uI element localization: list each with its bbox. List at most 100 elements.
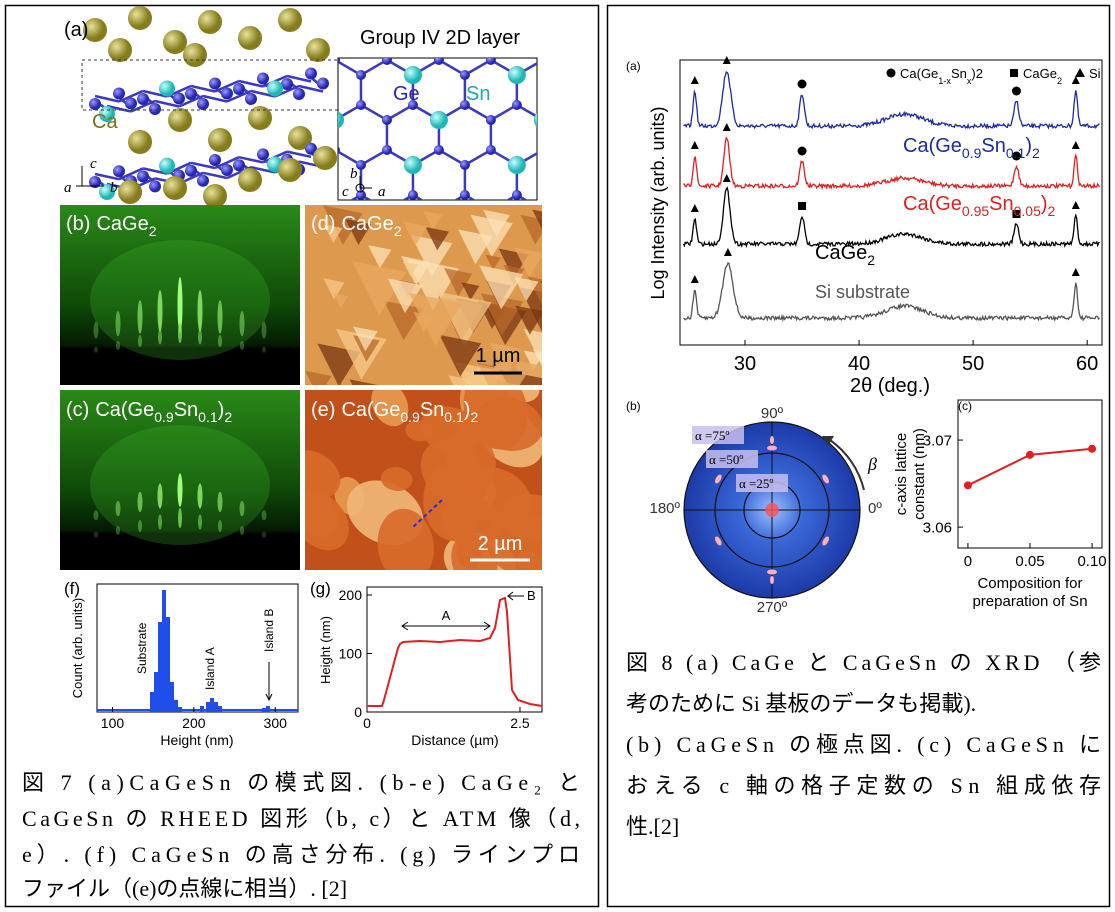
- atom: [149, 103, 161, 115]
- bond: [569, 285, 595, 300]
- bond: [569, 15, 595, 30]
- axis-label: b: [350, 166, 358, 182]
- atom: [538, 145, 548, 155]
- atom: [185, 165, 197, 177]
- formula-text: Ca(Ge: [341, 399, 400, 421]
- atom: [772, 70, 782, 80]
- atom: [382, 115, 392, 125]
- atom: [564, 340, 574, 350]
- x-tick-label: 0: [964, 553, 972, 570]
- bond: [543, 105, 569, 120]
- streak: [94, 510, 99, 520]
- subscript: 0.05: [1014, 203, 1041, 219]
- atom: [564, 70, 574, 80]
- bond: [751, 330, 777, 345]
- terrace: [541, 245, 581, 285]
- atom: [564, 190, 574, 200]
- y-axis-label: Height (nm): [318, 616, 333, 684]
- bond: [673, 15, 699, 30]
- hist-bar: [158, 622, 162, 712]
- bond: [569, 195, 595, 210]
- atom: [668, 280, 678, 290]
- bond: [777, 330, 803, 345]
- formula-text: ): [1041, 193, 1048, 215]
- bond: [543, 150, 569, 165]
- bond: [803, 195, 829, 210]
- x-axis-label: 2θ (deg.): [850, 375, 930, 397]
- curve-label: Ca(Ge0.95Sn0.05)2: [903, 193, 1056, 219]
- streak: [198, 515, 202, 530]
- formula-text: Sn: [951, 66, 967, 81]
- formula: Ca(Ge0.95Sn0.05)2: [903, 193, 1056, 219]
- atom: [209, 78, 221, 90]
- hist-bar: [162, 590, 166, 712]
- formula-text: Sn: [989, 193, 1013, 215]
- atom: [508, 66, 526, 84]
- bond: [673, 60, 699, 75]
- atom: [694, 295, 704, 305]
- curve-label: CaGe2: [815, 242, 875, 268]
- peak-marker: [1072, 76, 1080, 84]
- bond: [725, 105, 751, 120]
- streak: [218, 492, 223, 512]
- formula-text: Ca(Ge: [95, 399, 154, 421]
- atom: [356, 10, 366, 20]
- atom: [118, 180, 142, 204]
- atom: [430, 111, 448, 129]
- panel-label: (c): [958, 399, 972, 413]
- bond: [751, 195, 777, 210]
- bond: [621, 195, 647, 210]
- atom: [612, 156, 630, 174]
- atom: [163, 176, 187, 200]
- bond: [699, 15, 725, 30]
- formula: Ca(Ge1-xSnx)2: [900, 66, 983, 86]
- streak: [138, 335, 142, 347]
- atom: [746, 145, 756, 155]
- atom: [278, 158, 302, 182]
- atom: [208, 128, 232, 152]
- peak-marker: [691, 204, 699, 212]
- atom: [772, 10, 782, 20]
- atom: [125, 98, 137, 110]
- streak: [218, 520, 222, 532]
- atom: [356, 70, 366, 80]
- annotation: B: [527, 588, 536, 603]
- bond: [647, 15, 673, 30]
- streak: [94, 347, 98, 353]
- peak-marker: [723, 123, 731, 131]
- streak: [116, 526, 120, 535]
- atom: [742, 291, 760, 309]
- bond: [335, 15, 361, 30]
- y-tick-label: 3.06: [923, 519, 952, 536]
- atom: [304, 10, 314, 20]
- streak: [116, 341, 120, 350]
- bond: [673, 330, 699, 345]
- streak: [262, 532, 266, 538]
- legend-marker: [1010, 69, 1018, 77]
- arrow: [508, 592, 524, 600]
- atom: [508, 156, 526, 174]
- atom: [185, 88, 197, 100]
- bond: [803, 15, 829, 30]
- point: [964, 481, 972, 489]
- bond: [751, 150, 777, 165]
- streak: [158, 483, 163, 508]
- formula-text: Ca(Ge: [903, 135, 962, 157]
- profile-curve: [367, 598, 542, 706]
- pole-spot: [767, 446, 777, 451]
- bond: [699, 60, 725, 75]
- atom: [668, 250, 678, 260]
- formula: CaGe2: [815, 242, 875, 268]
- angle-label: 90º: [761, 405, 784, 422]
- atom: [612, 246, 630, 264]
- atom: [720, 10, 730, 20]
- caption-line: CaGeSn の RHEED 図形（b, c）と ATM 像（d,: [22, 806, 580, 831]
- streak: [94, 322, 99, 339]
- bond: [699, 195, 725, 210]
- x-axis-label: Distance (µm): [411, 732, 498, 748]
- terrace: [541, 281, 583, 323]
- legend-text: Ca(Ge1-xSnx)2: [900, 66, 983, 86]
- bond: [751, 105, 777, 120]
- bond: [517, 15, 543, 30]
- formula-text: CaGe: [1023, 66, 1057, 81]
